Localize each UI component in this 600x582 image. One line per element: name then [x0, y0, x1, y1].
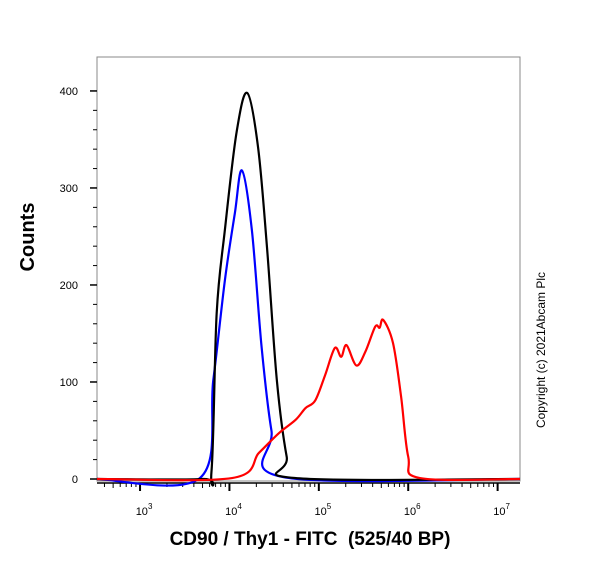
y-axis: 0 100 200 300 400: [60, 86, 97, 486]
x-tick-exponent: 7: [506, 502, 511, 511]
x-tick-label: 105: [314, 502, 331, 518]
y-tick-label: 400: [60, 86, 78, 98]
series-line-0: [96, 169, 521, 487]
y-tick-label: 200: [60, 280, 78, 292]
x-tick-exponent: 3: [148, 502, 153, 511]
series-group: [96, 91, 521, 487]
x-axis-label: CD90 / Thy1 - FITC (525/40 BP): [170, 529, 451, 550]
x-tick-base: 10: [493, 506, 505, 518]
y-tick-label: 300: [60, 183, 78, 195]
x-tick-label: 103: [136, 502, 153, 518]
x-tick-base: 10: [314, 506, 326, 518]
series-line-2: [96, 318, 521, 482]
x-tick-label: 104: [225, 502, 242, 518]
y-tick-label: 0: [72, 474, 78, 486]
series-line-1: [96, 91, 521, 487]
x-tick-label: 106: [404, 502, 421, 518]
x-axis: 103 104 105 106 107: [97, 482, 520, 518]
x-tick-exponent: 5: [327, 502, 332, 511]
x-tick-base: 10: [225, 506, 237, 518]
x-tick-base: 10: [136, 506, 148, 518]
y-axis-label: Counts: [17, 203, 39, 272]
x-tick-label: 107: [493, 502, 510, 518]
x-tick-base: 10: [404, 506, 416, 518]
x-tick-exponent: 6: [416, 502, 421, 511]
y-tick-label: 100: [60, 377, 78, 389]
plot-frame: [96, 56, 521, 482]
copyright-text: Copyright (c) 2021Abcam Plc: [534, 272, 548, 428]
x-tick-exponent: 4: [237, 502, 242, 511]
